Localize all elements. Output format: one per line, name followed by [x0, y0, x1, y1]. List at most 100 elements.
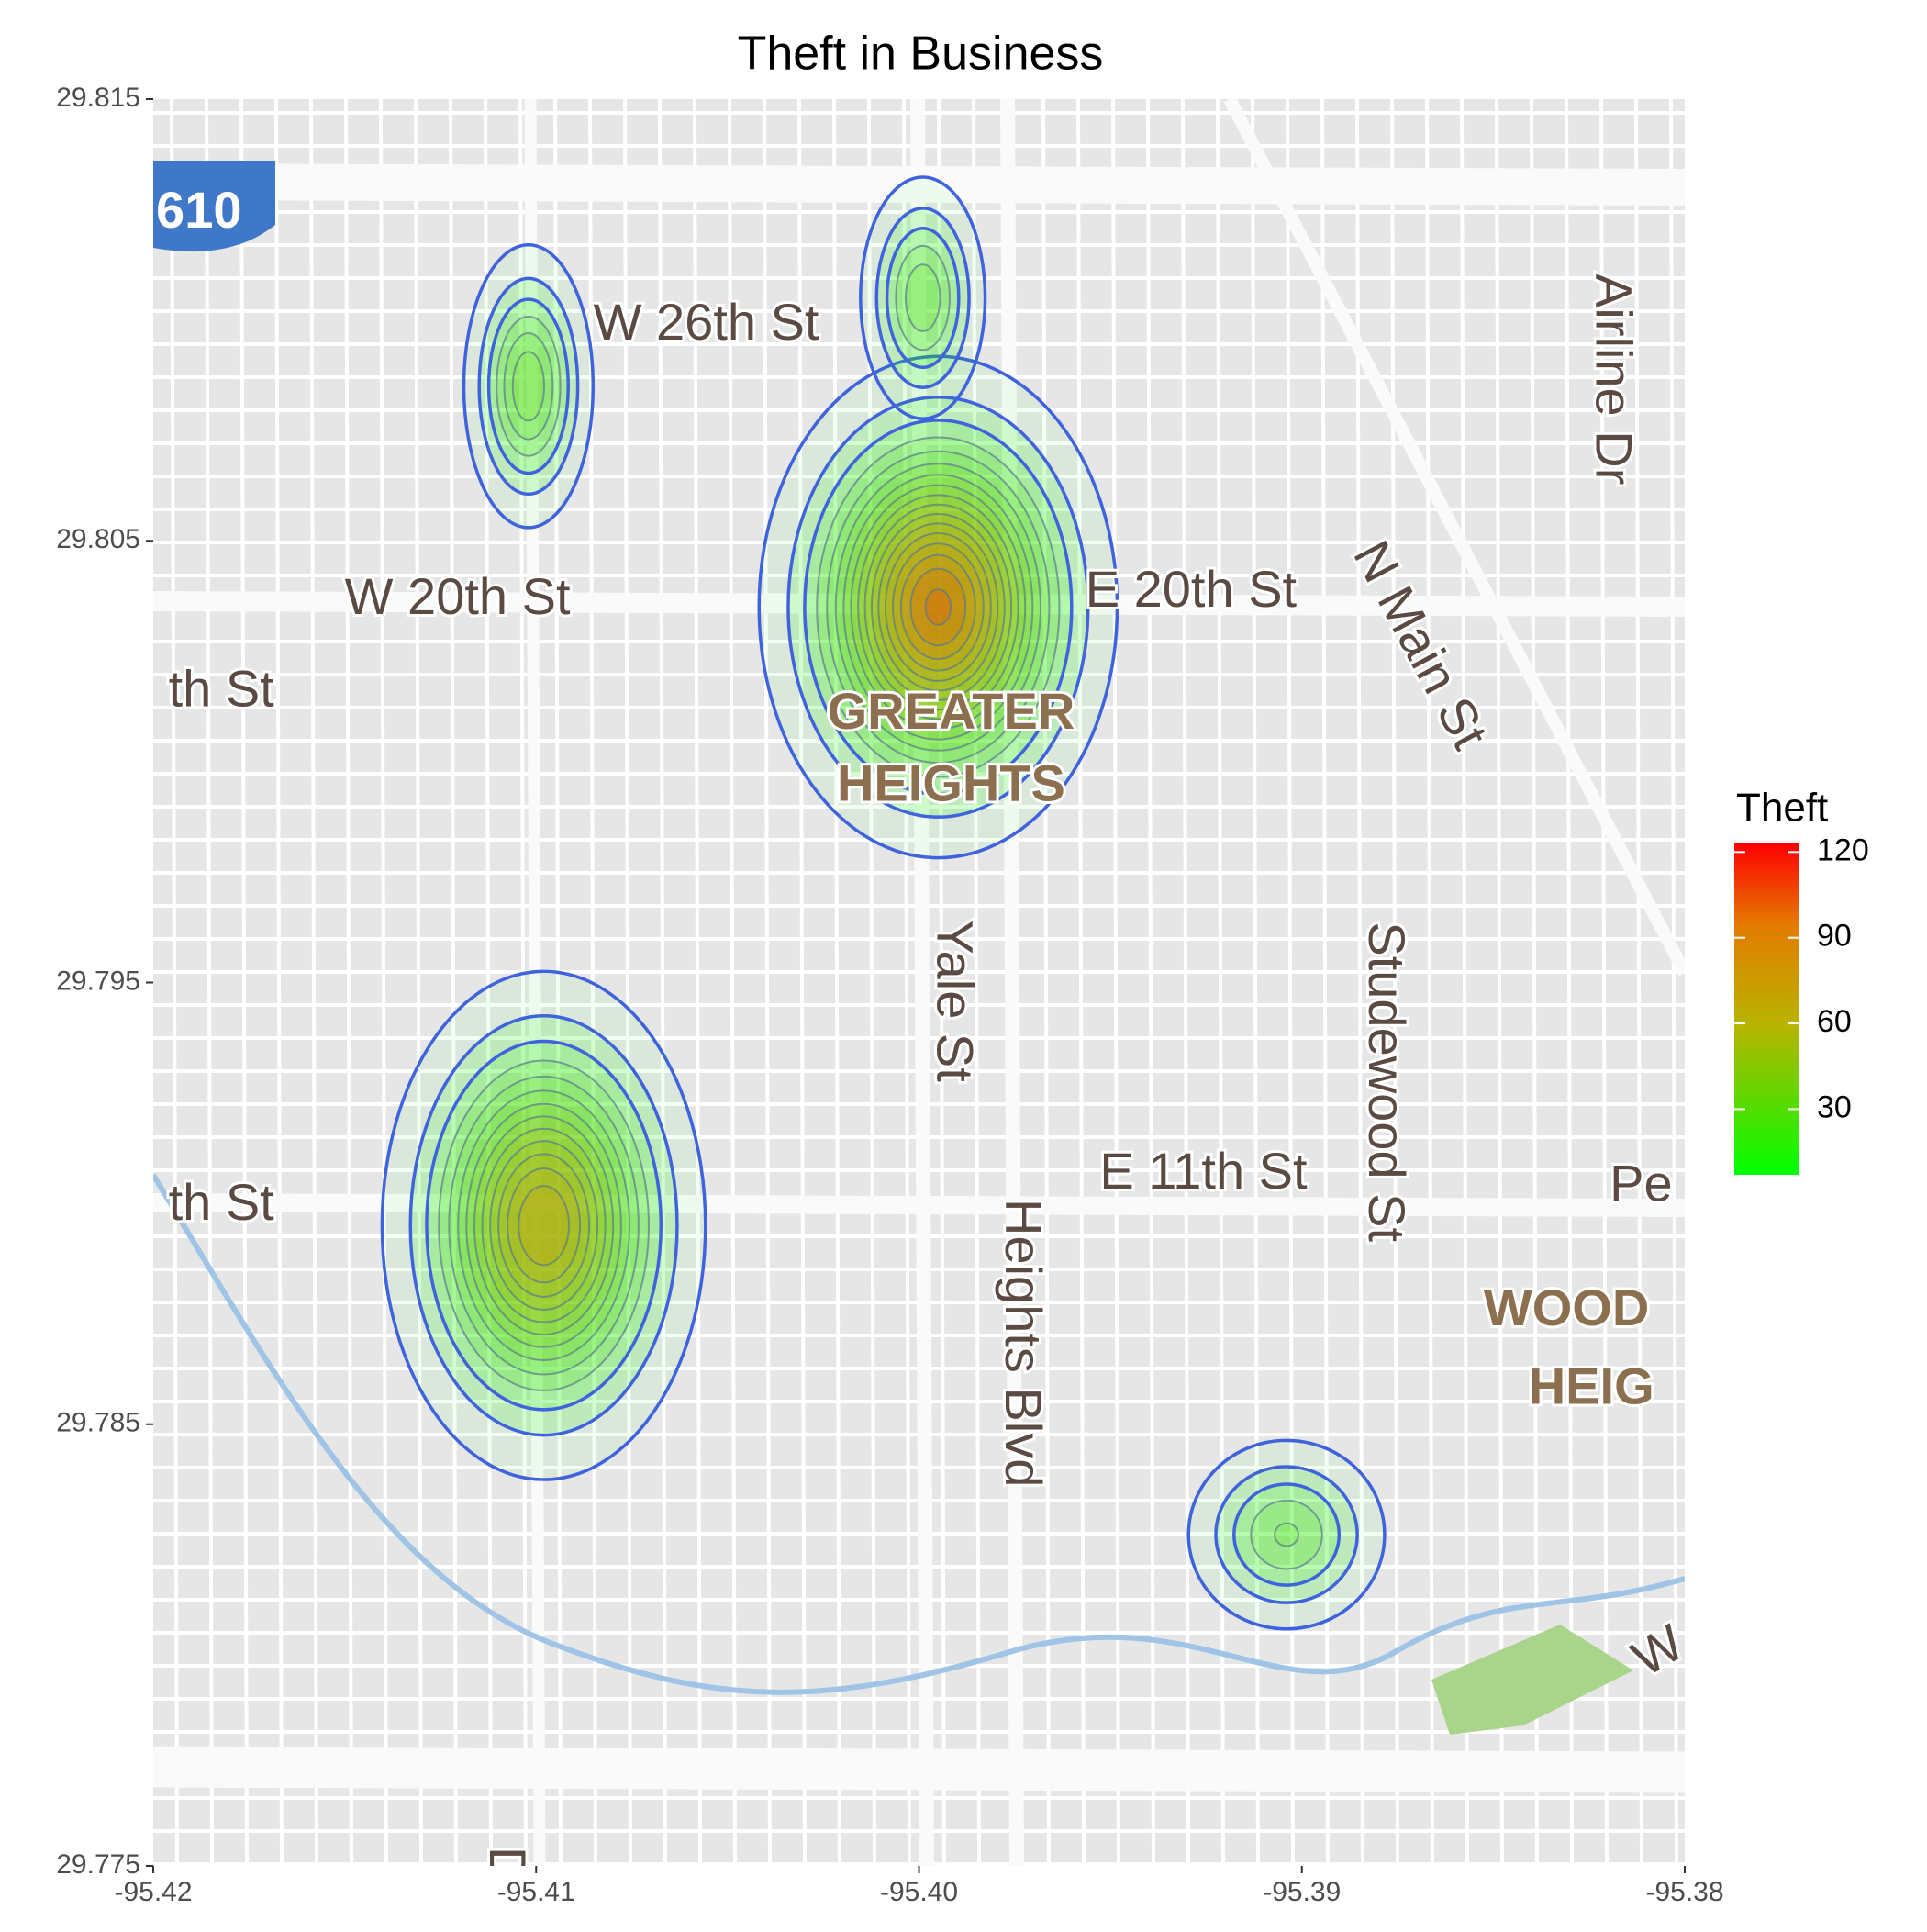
map-label: E 20th St [1086, 560, 1298, 618]
y-tick-label: 29.785 [56, 1408, 140, 1438]
legend-title: Theft [1736, 786, 1828, 831]
major-road [1223, 99, 1685, 977]
density-contour [834, 463, 1041, 752]
hotspot [380, 969, 707, 1481]
street [1076, 99, 1086, 1866]
density-contour [448, 1075, 640, 1376]
street [1286, 99, 1295, 1866]
street [170, 99, 179, 1866]
density-contour [863, 503, 1013, 711]
x-tick-label: -95.41 [497, 1877, 575, 1907]
density-contour [496, 315, 562, 457]
map-label: Airline Dr [1586, 274, 1643, 485]
density-contour [380, 969, 707, 1481]
density-contour [473, 1115, 615, 1336]
map-label: W 26th St [594, 293, 819, 351]
street [1460, 99, 1469, 1866]
y-tick-label: 29.805 [56, 524, 140, 554]
density-contour [909, 567, 967, 647]
street [693, 99, 702, 1866]
density-contour [1214, 1465, 1359, 1604]
street [1390, 99, 1399, 1866]
street [239, 99, 249, 1866]
map-label: HEIG [1529, 1357, 1654, 1415]
density-contour [481, 1127, 607, 1323]
density-contour [826, 450, 1051, 765]
street [1599, 99, 1609, 1866]
street [763, 99, 772, 1866]
street [1041, 99, 1051, 1866]
hotspot [757, 354, 1119, 860]
map-label: Studewood St [1358, 921, 1416, 1242]
street [902, 99, 911, 1866]
density-contour [816, 436, 1061, 778]
street [414, 99, 423, 1866]
map-label: GREATER [828, 682, 1075, 740]
density-contour [870, 513, 1006, 701]
street [1530, 99, 1539, 1866]
density-contour [891, 542, 985, 672]
density-contour [438, 1059, 650, 1391]
density-contour [786, 395, 1090, 819]
density-contour [457, 1089, 631, 1361]
map-label: WOOD [1484, 1279, 1649, 1336]
street [309, 99, 318, 1866]
street [1634, 99, 1643, 1866]
street [1146, 99, 1155, 1866]
street [1495, 99, 1504, 1866]
hotspot [859, 175, 987, 420]
map-label: W 20th St [345, 567, 571, 625]
street [623, 99, 632, 1866]
street [274, 99, 284, 1866]
density-contour [899, 553, 976, 661]
map-label: Pe [1610, 1155, 1673, 1212]
street [1181, 99, 1190, 1866]
street [1355, 99, 1364, 1866]
street [1565, 99, 1574, 1866]
street [1251, 99, 1260, 1866]
street [797, 99, 807, 1866]
highway-shield [153, 161, 275, 252]
colorbar [1734, 843, 1799, 1175]
density-contour [1250, 1499, 1323, 1570]
y-tick-label: 29.795 [56, 966, 140, 996]
x-tick-label: -95.38 [1645, 1877, 1723, 1907]
density-contour [497, 1153, 591, 1298]
map-label: HEIGHTS [837, 754, 1065, 811]
density-contour [511, 351, 546, 422]
density-contour [425, 1039, 663, 1412]
major-road [524, 99, 546, 1866]
density-contour [462, 243, 596, 530]
legend-label: 30 [1817, 1089, 1852, 1124]
major-road [910, 99, 934, 1866]
street [867, 99, 876, 1866]
y-tick-label: 29.815 [56, 83, 140, 113]
street [449, 99, 458, 1866]
hotspot [462, 243, 596, 530]
street [344, 99, 353, 1866]
park [1431, 1625, 1633, 1735]
map-label: Yale St [927, 920, 985, 1082]
street [728, 99, 737, 1866]
street [205, 99, 214, 1866]
map-label: 610 [156, 181, 241, 239]
y-tick-label: 29.775 [56, 1849, 140, 1880]
street [1669, 99, 1678, 1866]
street [1111, 99, 1120, 1866]
bayou [153, 1173, 1685, 1695]
density-contour [518, 1185, 570, 1267]
x-tick-label: -95.40 [880, 1877, 958, 1907]
street [1216, 99, 1225, 1866]
density-contour [874, 207, 971, 389]
legend-label: 120 [1817, 832, 1869, 867]
street [832, 99, 841, 1866]
map-label: E 11th St [1099, 1142, 1308, 1200]
density-contour [885, 227, 961, 370]
street [553, 99, 563, 1866]
density-contour [850, 484, 1027, 731]
density-contour [859, 175, 987, 420]
map: 610 W 26th St W 20th St th St E 20th St GREAT… [153, 99, 1685, 1866]
density-contour [1274, 1522, 1299, 1547]
density-contour [1232, 1482, 1342, 1587]
